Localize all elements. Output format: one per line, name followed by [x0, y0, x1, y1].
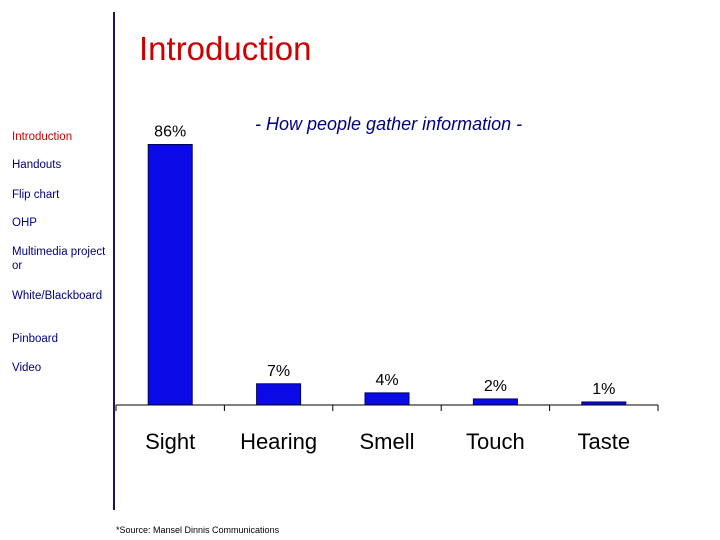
bar-smell — [364, 392, 410, 406]
chart-title: - How people gather information - — [255, 114, 523, 134]
category-label: Hearing — [240, 429, 317, 454]
category-label: Taste — [578, 429, 631, 454]
category-label: Touch — [466, 429, 525, 454]
data-label: 4% — [375, 372, 398, 389]
data-label: 86% — [154, 124, 186, 141]
nav-item-pinboard[interactable]: Pinboard — [12, 333, 59, 345]
data-label: 1% — [592, 381, 615, 398]
nav-item-introduction[interactable]: Introduction — [12, 131, 73, 143]
data-label: 2% — [484, 378, 507, 395]
nav-item-flip-chart[interactable]: Flip chart — [12, 189, 60, 201]
bar-touch — [472, 398, 518, 406]
bar-hearing — [256, 383, 302, 406]
category-label: Sight — [145, 429, 195, 454]
nav-item-white-blackboard[interactable]: White/Blackboard — [12, 290, 103, 302]
bar-sight — [147, 144, 193, 406]
nav-item-multimedia-projector[interactable]: Multimedia projector — [12, 246, 106, 272]
nav-item-handouts[interactable]: Handouts — [12, 159, 62, 171]
divider-line — [113, 12, 115, 510]
nav-item-ohp[interactable]: OHP — [12, 217, 37, 229]
page-title: Introduction — [139, 30, 312, 67]
category-label: Smell — [359, 429, 414, 454]
source-footnote: *Source: Mansel Dinnis Communications — [116, 525, 280, 535]
nav-item-video[interactable]: Video — [12, 362, 42, 374]
data-label: 7% — [267, 363, 290, 380]
